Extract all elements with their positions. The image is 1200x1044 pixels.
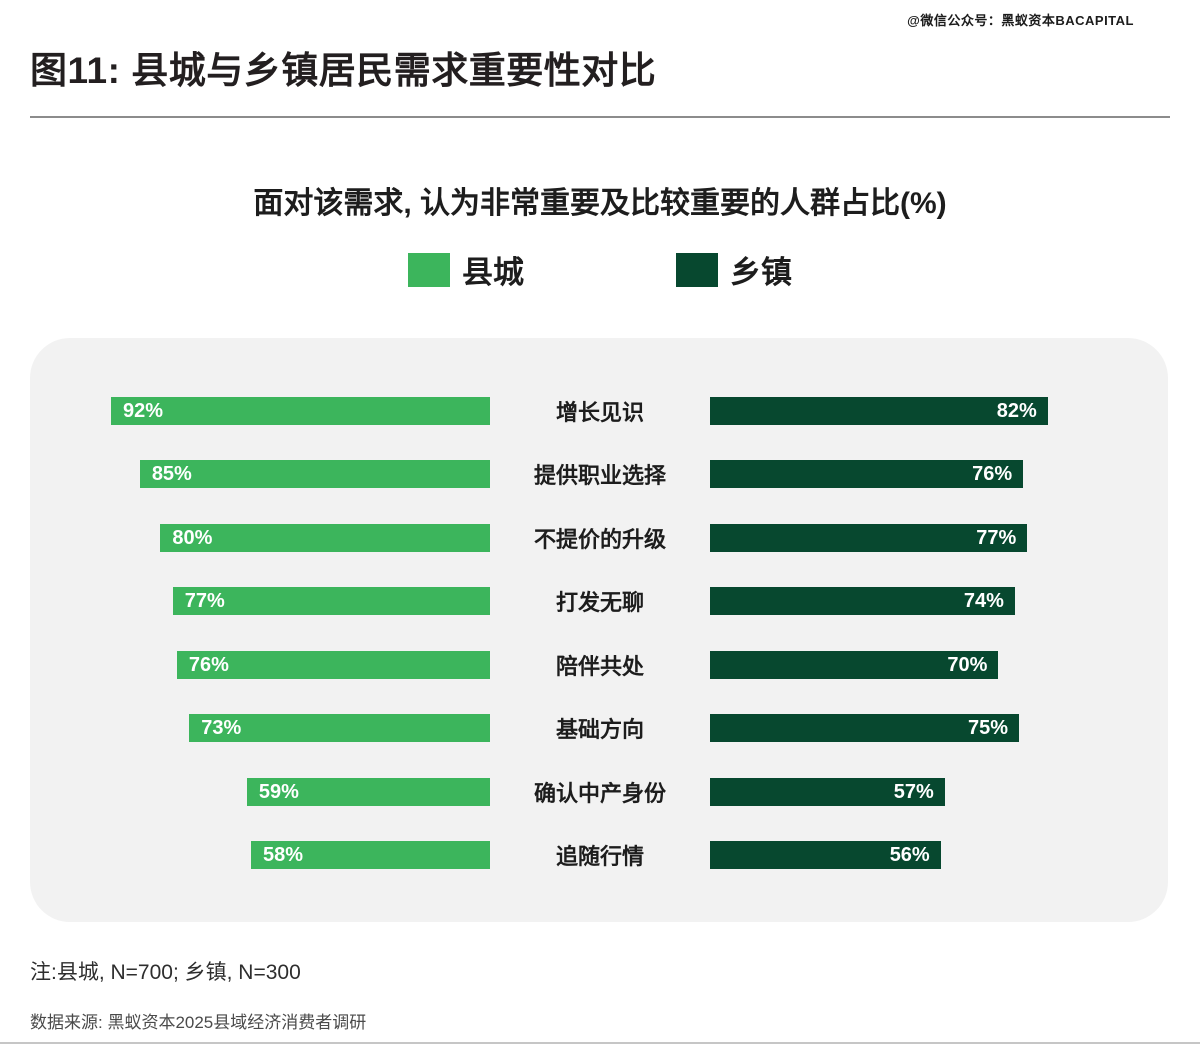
chart-row: 85% 提供职业选择 76% — [30, 443, 1168, 507]
chart-row: 77% 打发无聊 74% — [30, 570, 1168, 634]
legend-item-township: 乡镇 — [676, 247, 792, 292]
chart-row: 80% 不提价的升级 77% — [30, 506, 1168, 570]
legend: 县城 乡镇 — [0, 247, 1200, 292]
township-bar: 74% — [710, 587, 1015, 616]
category-label: 基础方向 — [555, 717, 644, 743]
township-value-label: 57% — [893, 780, 934, 803]
county-value-label: 73% — [201, 717, 242, 740]
township-bar-cell: 82% — [710, 396, 1168, 425]
bottom-rule — [0, 1042, 1200, 1044]
township-bar-cell: 77% — [710, 523, 1168, 552]
chart-row: 73% 基础方向 75% — [30, 697, 1168, 761]
township-bar: 77% — [710, 523, 1028, 552]
county-value-label: 80% — [172, 526, 213, 549]
category-label: 陪伴共处 — [555, 653, 644, 679]
chart-row: 76% 陪伴共处 70% — [30, 633, 1168, 697]
chart-subtitle: 面对该需求, 认为非常重要及比较重要的人群占比(%) — [253, 187, 947, 220]
category-label: 打发无聊 — [555, 590, 644, 616]
county-value-label: 59% — [258, 780, 299, 803]
county-bar: 59% — [246, 777, 490, 806]
county-bar: 85% — [139, 460, 490, 489]
county-bar-cell: 58% — [30, 841, 490, 870]
county-bar: 80% — [160, 523, 490, 552]
county-bar-cell: 73% — [30, 714, 490, 743]
county-bar-cell: 59% — [30, 777, 490, 806]
township-swatch-icon — [676, 252, 718, 287]
township-bar: 82% — [710, 396, 1048, 425]
category-label: 不提价的升级 — [533, 526, 666, 552]
chart-row: 58% 追随行情 56% — [30, 824, 1168, 888]
township-value-label: 70% — [947, 653, 988, 676]
county-bar-cell: 85% — [30, 460, 490, 489]
county-bar: 73% — [189, 714, 490, 743]
county-bar: 58% — [251, 841, 490, 870]
township-bar: 75% — [710, 714, 1019, 743]
township-bar-cell: 76% — [710, 460, 1168, 489]
township-value-label: 75% — [967, 717, 1008, 740]
category-label: 确认中产身份 — [533, 780, 666, 806]
sample-note: 注:县城, N=700; 乡镇, N=300 — [30, 961, 301, 984]
county-value-label: 58% — [263, 844, 304, 867]
county-value-label: 76% — [188, 653, 229, 676]
township-bar-cell: 74% — [710, 587, 1168, 616]
township-value-label: 74% — [963, 590, 1004, 613]
county-bar-cell: 80% — [30, 523, 490, 552]
county-value-label: 85% — [151, 463, 192, 486]
township-bar-cell: 56% — [710, 841, 1168, 870]
legend-item-county: 县城 — [408, 247, 524, 292]
watermark-text: @微信公众号：黑蚁资本BACAPITAL — [907, 13, 1134, 28]
category-label: 提供职业选择 — [533, 463, 666, 489]
legend-label-township: 乡镇 — [730, 255, 792, 290]
title-divider — [30, 116, 1170, 118]
township-bar-cell: 57% — [710, 777, 1168, 806]
category-label: 增长见识 — [555, 399, 644, 425]
county-swatch-icon — [408, 252, 450, 287]
county-bar: 92% — [110, 396, 490, 425]
data-source: 数据来源: 黑蚁资本2025县域经济消费者调研 — [30, 1013, 367, 1032]
chart-rows: 92% 增长见识 82% 85% 提供职业选择 76% 80% 不提价的升级 77% 77% 打发无… — [30, 379, 1168, 887]
township-bar-cell: 70% — [710, 650, 1168, 679]
chart-row: 92% 增长见识 82% — [30, 379, 1168, 443]
township-bar: 70% — [710, 650, 999, 679]
township-value-label: 76% — [972, 463, 1013, 486]
chart-row: 59% 确认中产身份 57% — [30, 760, 1168, 824]
county-bar-cell: 92% — [30, 396, 490, 425]
township-value-label: 82% — [996, 399, 1037, 422]
township-value-label: 77% — [976, 526, 1017, 549]
county-bar: 77% — [172, 587, 490, 616]
township-value-label: 56% — [889, 844, 930, 867]
county-value-label: 77% — [184, 590, 225, 613]
county-bar-cell: 76% — [30, 650, 490, 679]
township-bar-cell: 75% — [710, 714, 1168, 743]
figure-title: 图11: 县城与乡镇居民需求重要性对比 — [30, 50, 657, 91]
category-label: 追随行情 — [555, 844, 644, 870]
township-bar: 76% — [710, 460, 1024, 489]
county-bar-cell: 77% — [30, 587, 490, 616]
township-bar: 57% — [710, 777, 945, 806]
county-bar: 76% — [176, 650, 490, 679]
legend-label-county: 县城 — [462, 255, 524, 290]
township-bar: 56% — [710, 841, 941, 870]
county-value-label: 92% — [122, 399, 163, 422]
chart-card: 92% 增长见识 82% 85% 提供职业选择 76% 80% 不提价的升级 77% 77% 打发无… — [30, 338, 1168, 922]
